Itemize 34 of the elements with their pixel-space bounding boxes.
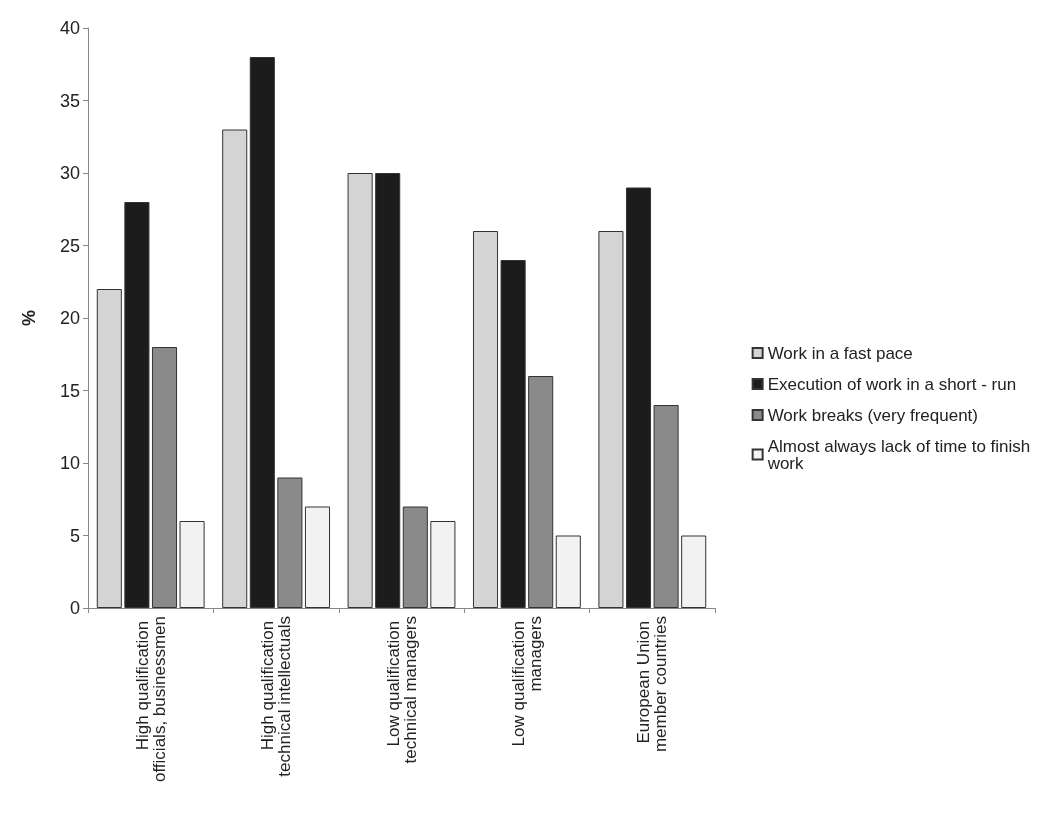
- bar: [430, 521, 456, 608]
- x-tick-label: Low qualification technical managers: [383, 616, 420, 764]
- bar: [347, 173, 373, 608]
- bar: [555, 535, 581, 608]
- x-tick-label: High qualification technical intellectuals: [258, 616, 295, 777]
- bar: [625, 187, 652, 608]
- bar: [249, 57, 275, 608]
- y-tick-label: 20: [59, 308, 80, 328]
- y-tick-label: 10: [59, 453, 80, 473]
- y-tick-label: 0: [69, 598, 80, 618]
- legend-label: Work breaks (very frequent): [767, 405, 979, 425]
- bar: [304, 506, 331, 608]
- bar: [179, 521, 205, 608]
- y-tick-label: 25: [59, 235, 80, 256]
- legend-label: Almost always lack of time to finish work: [766, 436, 1036, 473]
- y-tick-label: 5: [69, 525, 80, 546]
- bar: [500, 260, 526, 608]
- x-tick-label: Low qualification managers: [508, 616, 545, 747]
- bar: [598, 231, 624, 608]
- y-tick-label: 15: [59, 380, 80, 401]
- bar: [472, 231, 499, 608]
- bar: [681, 535, 707, 608]
- bar: [124, 202, 150, 608]
- y-tick-label: 30: [59, 163, 80, 183]
- legend-label: Execution of work in a short - run: [767, 374, 1017, 394]
- bar: [96, 289, 122, 608]
- x-tick-label: High qualification officials, businessmen: [132, 616, 169, 782]
- y-axis-title: %: [19, 309, 39, 327]
- y-tick-label: 35: [59, 90, 80, 111]
- x-tick-label: European Union member countries: [634, 616, 671, 753]
- bar: [375, 173, 401, 608]
- bar: [222, 129, 248, 608]
- y-tick-label: 40: [59, 18, 80, 38]
- legend-label: Work in a fast pace: [767, 343, 913, 363]
